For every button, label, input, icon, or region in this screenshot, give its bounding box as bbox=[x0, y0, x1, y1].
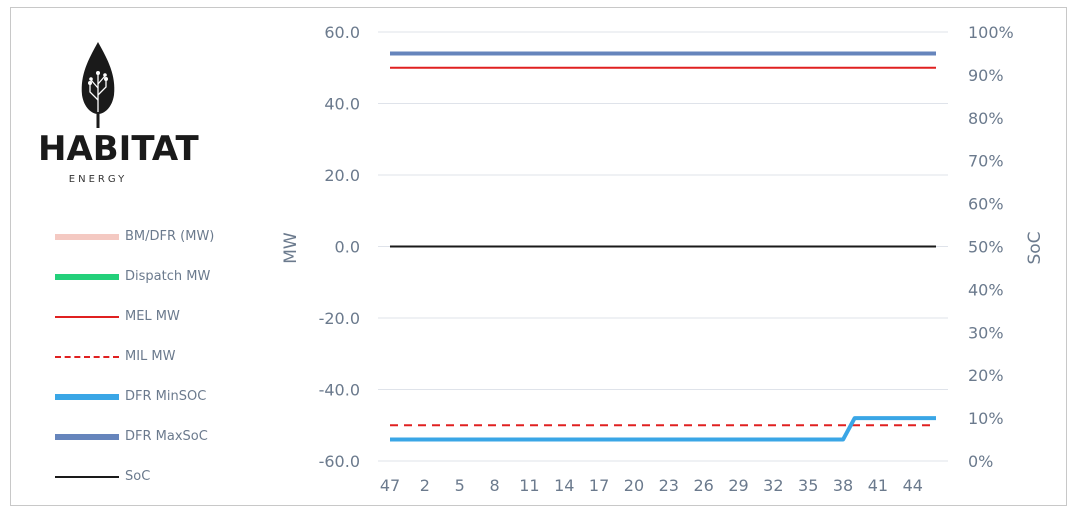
legend-item: SoC bbox=[55, 468, 295, 488]
legend-label: DFR MinSOC bbox=[125, 389, 207, 404]
legend-item: MIL MW bbox=[55, 348, 295, 368]
legend-swatch bbox=[55, 274, 119, 280]
legend-swatch bbox=[55, 356, 119, 358]
legend-swatch bbox=[55, 394, 119, 400]
legend-item: Dispatch MW bbox=[55, 268, 295, 288]
legend-item: DFR MaxSoC bbox=[55, 428, 295, 448]
legend-label: MEL MW bbox=[125, 309, 180, 324]
legend-label: SoC bbox=[125, 469, 151, 484]
brand-subtitle: ENERGY bbox=[68, 174, 128, 185]
legend-label: MIL MW bbox=[125, 349, 176, 364]
legend-item: BM/DFR (MW) bbox=[55, 228, 295, 248]
brand-name: HABITAT bbox=[38, 129, 199, 169]
legend-swatch bbox=[55, 434, 119, 440]
legend-label: DFR MaxSoC bbox=[125, 429, 208, 444]
legend-label: Dispatch MW bbox=[125, 269, 211, 284]
legend-swatch bbox=[55, 476, 119, 478]
legend-label: BM/DFR (MW) bbox=[125, 229, 215, 244]
legend-item: MEL MW bbox=[55, 308, 295, 328]
legend-swatch bbox=[55, 316, 119, 318]
legend-swatch bbox=[55, 234, 119, 240]
leaf-icon bbox=[81, 42, 115, 128]
brand-logo: HABITAT ENERGY bbox=[38, 40, 199, 185]
legend-item: DFR MinSOC bbox=[55, 388, 295, 408]
